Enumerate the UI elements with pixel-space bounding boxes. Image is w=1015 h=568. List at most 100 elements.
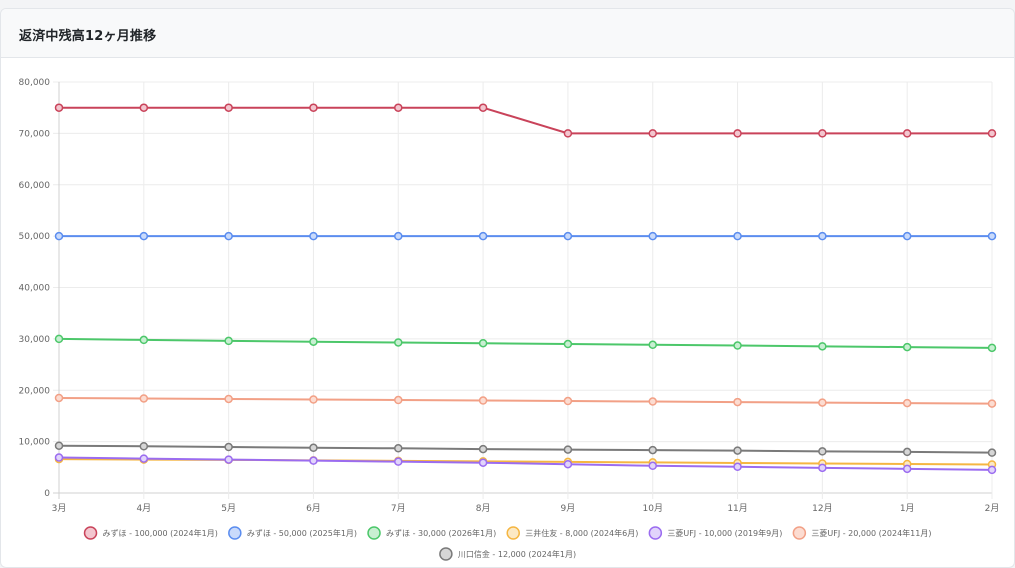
legend-swatch <box>228 526 242 540</box>
data-point[interactable] <box>54 334 64 344</box>
data-point[interactable] <box>563 396 573 406</box>
data-point[interactable] <box>818 129 827 138</box>
data-point[interactable] <box>309 456 318 465</box>
data-point[interactable] <box>478 444 488 454</box>
data-point[interactable] <box>987 129 997 138</box>
legend-item[interactable]: みずほ - 30,000 (2026年1月) <box>367 526 496 540</box>
x-tick-label: 3月 <box>52 503 67 514</box>
data-point[interactable] <box>309 443 318 453</box>
data-point[interactable] <box>309 231 318 241</box>
data-point[interactable] <box>394 457 403 466</box>
data-point[interactable] <box>818 398 827 407</box>
card-title: 返済中残高12ヶ月推移 <box>19 29 157 44</box>
data-point[interactable] <box>733 129 742 138</box>
data-point[interactable] <box>224 455 233 464</box>
data-point[interactable] <box>54 231 64 241</box>
legend-label: 三菱UFJ - 10,000 (2019年9月) <box>667 528 782 538</box>
data-point[interactable] <box>818 463 827 473</box>
data-point[interactable] <box>139 231 149 241</box>
legend-swatch <box>83 526 98 540</box>
data-point[interactable] <box>818 231 827 241</box>
data-point[interactable] <box>902 447 912 457</box>
data-point[interactable] <box>478 103 488 112</box>
legend-swatch <box>367 526 381 540</box>
data-point[interactable] <box>139 103 149 112</box>
series-line <box>59 106 992 135</box>
data-point[interactable] <box>394 444 403 453</box>
data-point[interactable] <box>902 231 912 241</box>
data-point[interactable] <box>54 393 64 403</box>
data-point[interactable] <box>563 339 573 349</box>
legend-item[interactable]: みずほ - 100,000 (2024年1月) <box>83 526 218 540</box>
data-point[interactable] <box>139 441 149 451</box>
y-tick-label: 60,000 <box>19 181 51 191</box>
legend-item[interactable]: みずほ - 50,000 (2025年1月) <box>228 526 357 540</box>
data-point[interactable] <box>224 442 233 452</box>
x-tick-label: 5月 <box>221 503 236 514</box>
data-point[interactable] <box>733 231 742 241</box>
data-point[interactable] <box>309 103 318 112</box>
data-point[interactable] <box>478 396 488 405</box>
y-tick-label: 30,000 <box>19 335 51 345</box>
data-point[interactable] <box>139 454 149 463</box>
data-point[interactable] <box>54 453 64 462</box>
data-point[interactable] <box>478 231 488 241</box>
chart-legend[interactable]: みずほ - 100,000 (2024年1月) みずほ - 50,000 (202… <box>83 526 932 561</box>
data-point[interactable] <box>224 231 233 241</box>
data-point[interactable] <box>902 129 912 138</box>
data-point[interactable] <box>224 394 233 404</box>
data-point[interactable] <box>902 342 912 352</box>
data-point[interactable] <box>987 465 997 475</box>
data-point[interactable] <box>733 397 742 407</box>
data-point[interactable] <box>478 338 488 348</box>
legend-item[interactable]: 三菱UFJ - 20,000 (2024年11月) <box>792 526 931 540</box>
data-point[interactable] <box>818 447 827 456</box>
legend-item[interactable]: 三井住友 - 8,000 (2024年6月) <box>506 526 638 540</box>
data-point[interactable] <box>139 335 149 345</box>
y-tick-label: 0 <box>44 489 50 499</box>
x-tick-label: 10月 <box>643 503 663 514</box>
legend-item[interactable]: 川口信金 - 12,000 (2024年1月) <box>439 547 576 561</box>
series-3 <box>54 454 997 469</box>
x-tick-label: 7月 <box>391 503 406 514</box>
series-5 <box>54 393 997 408</box>
legend-label: みずほ - 100,000 (2024年1月) <box>103 528 218 538</box>
data-point[interactable] <box>563 231 573 241</box>
data-point[interactable] <box>648 129 657 138</box>
data-point[interactable] <box>563 445 573 454</box>
data-point[interactable] <box>987 448 997 457</box>
data-point[interactable] <box>309 395 318 404</box>
data-point[interactable] <box>394 103 403 112</box>
data-point[interactable] <box>987 399 997 408</box>
data-point[interactable] <box>224 336 233 346</box>
data-point[interactable] <box>987 343 997 353</box>
data-point[interactable] <box>648 340 657 350</box>
data-point[interactable] <box>54 441 64 450</box>
data-point[interactable] <box>139 394 149 403</box>
data-point[interactable] <box>394 395 403 405</box>
data-point[interactable] <box>563 459 573 469</box>
data-point[interactable] <box>394 338 403 347</box>
data-point[interactable] <box>987 231 997 241</box>
data-point[interactable] <box>224 103 233 112</box>
data-point[interactable] <box>478 458 488 467</box>
data-point[interactable] <box>648 445 657 455</box>
legend-label: みずほ - 50,000 (2025年1月) <box>247 528 357 538</box>
data-point[interactable] <box>54 103 64 112</box>
data-point[interactable] <box>733 446 742 455</box>
data-point[interactable] <box>733 341 742 350</box>
data-point[interactable] <box>648 231 657 241</box>
legend-swatch <box>648 526 663 540</box>
chart-axes: 0 10,000 20,000 30,000 40,000 50,000 60,000 70,… <box>19 78 1000 514</box>
data-point[interactable] <box>309 337 318 346</box>
data-point[interactable] <box>902 398 912 408</box>
data-point[interactable] <box>648 397 657 406</box>
data-point[interactable] <box>733 462 742 472</box>
data-point[interactable] <box>563 129 573 138</box>
data-point[interactable] <box>902 464 912 474</box>
legend-item[interactable]: 三菱UFJ - 10,000 (2019年9月) <box>648 526 782 540</box>
data-point[interactable] <box>648 461 657 471</box>
data-point[interactable] <box>818 342 827 351</box>
data-point[interactable] <box>394 231 403 241</box>
